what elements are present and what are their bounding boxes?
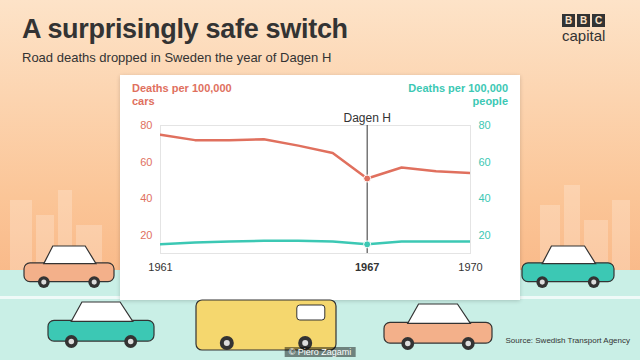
svg-text:80: 80 bbox=[479, 119, 491, 131]
html-text:C: C bbox=[594, 15, 603, 26]
svg-text:Dagen H: Dagen H bbox=[343, 111, 390, 125]
svg-text:60: 60 bbox=[140, 156, 152, 168]
html-text:Deaths per 100,000 people: Deaths per 100,000 people bbox=[408, 82, 508, 107]
svg-text:1967: 1967 bbox=[355, 261, 379, 273]
svg-text:20: 20 bbox=[479, 229, 491, 241]
html-text:A surprisingly safe switch: A surprisingly safe switch bbox=[22, 14, 348, 44]
svg-text:1970: 1970 bbox=[458, 261, 482, 273]
html-text:B: B bbox=[579, 15, 588, 26]
html-text:Road deaths dropped in Sweden: Road deaths dropped in Sweden the year o… bbox=[22, 50, 332, 65]
html-text:B: B bbox=[564, 15, 573, 26]
html-text:Deaths per 100,000 cars: Deaths per 100,000 cars bbox=[132, 82, 232, 107]
html-text:Source: Swedish Transport Agen: Source: Swedish Transport Agency bbox=[505, 336, 630, 345]
svg-text:20: 20 bbox=[140, 229, 152, 241]
svg-text:40: 40 bbox=[140, 192, 152, 204]
html-text:© Piero Zagami: © Piero Zagami bbox=[288, 347, 352, 357]
svg-text:80: 80 bbox=[140, 119, 152, 131]
svg-text:40: 40 bbox=[479, 192, 491, 204]
svg-text:60: 60 bbox=[479, 156, 491, 168]
svg-text:1961: 1961 bbox=[148, 261, 172, 273]
html-text:capital: capital bbox=[562, 27, 606, 44]
